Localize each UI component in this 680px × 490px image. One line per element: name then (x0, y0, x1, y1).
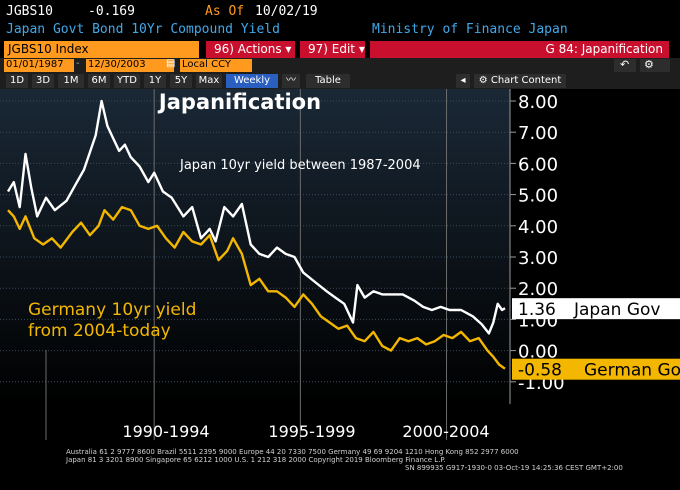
series-lines (6, 99, 506, 370)
period-button-1d[interactable]: 1D (6, 74, 28, 88)
y-tick-label: 3.00 (518, 248, 558, 269)
period-button-1y[interactable]: 1Y (144, 74, 166, 88)
footer-line-3: SN 899935 G917-1930-0 03-Oct-19 14:25:36… (405, 464, 623, 472)
y-tick-label: 5.00 (518, 186, 558, 207)
prev-arrow-icon[interactable]: ◂ (456, 74, 470, 88)
currency-value: Local CCY (182, 59, 231, 70)
last-value-box (512, 358, 680, 380)
y-tick-label: 6.00 (518, 154, 558, 175)
x-axis-labels: 1990-1994 1995-1999 2000-2004 (122, 422, 489, 441)
actions-menu-label: 96) Actions ▾ (214, 42, 292, 56)
data-source: Ministry of Finance Japan (372, 22, 568, 37)
plot-background (0, 89, 510, 404)
toolbar: JGBS10 Index 96) Actions ▾ 97) Edit ▾ G … (0, 41, 680, 58)
period-button-5y[interactable]: 5Y (170, 74, 192, 88)
end-date-field[interactable]: 12/30/2003 (86, 59, 174, 72)
germany-annotation-line2: from 2004-today (28, 321, 171, 341)
settings-icon: ⚙ (644, 58, 654, 71)
period-button-3d[interactable]: 3D (32, 74, 54, 88)
settings-button[interactable]: ⚙ (640, 58, 670, 72)
period-button-6m[interactable]: 6M (88, 74, 110, 88)
start-date-field[interactable]: 01/01/1987 (4, 59, 74, 72)
y-tick-label: 8.00 (518, 92, 558, 113)
period-button-max[interactable]: Max (196, 74, 222, 88)
table-view-button[interactable]: Table (306, 74, 350, 88)
chart-content-button[interactable]: ⚙ Chart Content (474, 74, 566, 88)
series-line-germany (7, 205, 506, 370)
period-button-ytd[interactable]: YTD (114, 74, 140, 88)
period-button-1m[interactable]: 1M (58, 74, 84, 88)
change-value: -0.169 (88, 4, 135, 19)
date-separator: - (76, 58, 80, 69)
currency-select[interactable]: Local CCY (180, 59, 252, 72)
end-date-value: 12/30/2003 (88, 59, 146, 70)
period-row: 1D 3D 1M 6M YTD 1Y 5Y Max Weekly 〰 Table… (0, 73, 680, 89)
edit-menu-label: 97) Edit ▾ (308, 42, 365, 56)
chart-content-label: Chart Content (490, 75, 562, 86)
start-date-value: 01/01/1987 (6, 59, 64, 70)
asof-label: As Of (205, 4, 245, 19)
gear-icon: ⚙ (478, 75, 491, 86)
japan-annotation: Japan 10yr yield between 1987-2004 (179, 158, 421, 173)
y-tick-label: 4.00 (518, 217, 558, 238)
x-tick-label: 1995-1999 (268, 422, 355, 441)
germany-annotation-line1: Germany 10yr yield (28, 300, 196, 320)
chart-title: Japanification (157, 90, 321, 114)
y-tick-label: 2.00 (518, 279, 558, 300)
asof-date[interactable]: 10/02/19 (255, 4, 318, 19)
actions-menu[interactable]: 96) Actions ▾ (206, 41, 295, 58)
vertical-gridlines (45, 89, 448, 440)
last-value-number: -0.58 (518, 361, 562, 381)
security-description: Japan Govt Bond 10Yr Compound Yield (6, 22, 280, 37)
x-tick-label: 2000-2004 (402, 422, 489, 441)
frequency-select[interactable]: Weekly (226, 74, 278, 88)
series-line-japan (6, 99, 506, 335)
last-value-box (512, 298, 680, 320)
line-chart-icon[interactable]: 〰 (282, 74, 300, 88)
calendar-icon[interactable]: ▤ (166, 58, 176, 69)
x-tick-label: 1990-1994 (122, 422, 209, 441)
ticker-label: JGBS10 (6, 4, 53, 19)
page-title: G 84: Japanification (545, 42, 663, 56)
yield-chart: 8.007.006.005.004.003.002.001.000.00-1.0… (0, 89, 680, 441)
index-field-label: JGBS10 Index (8, 42, 89, 56)
header-row-1: JGBS10 -0.169 As Of 10/02/19 (0, 4, 680, 22)
footer: Australia 61 2 9777 8600 Brazil 5511 239… (0, 448, 680, 472)
page-title-bar: G 84: Japanification (370, 41, 669, 58)
y-tick-label: 7.00 (518, 123, 558, 144)
date-range-row: 01/01/1987 - 12/30/2003 ▤ Local CCY ↶ ⚙ (0, 58, 680, 73)
undo-icon: ↶ (620, 58, 630, 71)
last-value-series-name: Japan Gov (573, 300, 660, 320)
y-tick-label: 0.00 (518, 342, 558, 363)
horizontal-gridlines (0, 100, 510, 383)
y-axis-ticks: 8.007.006.005.004.003.002.001.000.00-1.0… (510, 92, 565, 394)
footer-line-1: Australia 61 2 9777 8600 Brazil 5511 239… (66, 448, 519, 456)
last-value-series-name: German Go (584, 361, 680, 381)
last-value-number: 1.36 (518, 300, 556, 320)
header-row-2: Japan Govt Bond 10Yr Compound Yield Mini… (0, 22, 680, 40)
undo-button[interactable]: ↶ (614, 58, 636, 72)
footer-line-2: Japan 81 3 3201 8900 Singapore 65 6212 1… (66, 456, 446, 464)
last-value-labels: 1.36 Japan Gov -0.58 German Go (512, 298, 680, 381)
edit-menu[interactable]: 97) Edit ▾ (300, 41, 365, 58)
index-field[interactable]: JGBS10 Index (4, 41, 199, 58)
